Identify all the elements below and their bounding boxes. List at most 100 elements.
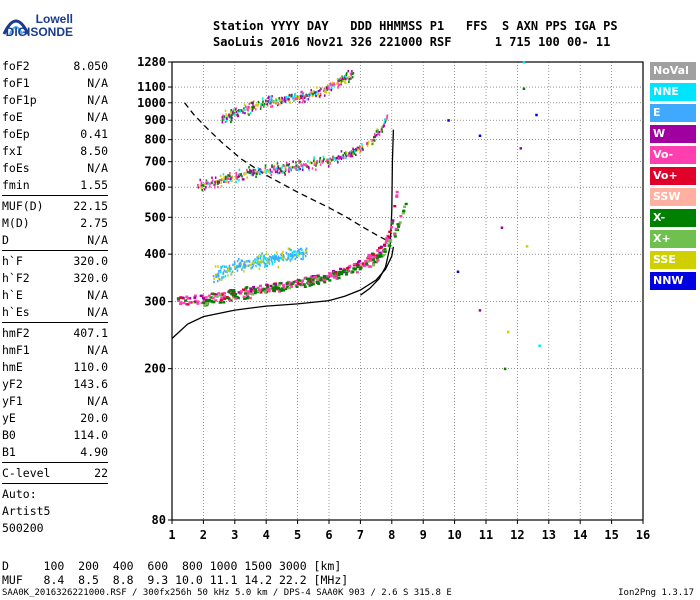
echo-mark xyxy=(386,239,390,242)
echo-mark xyxy=(330,87,333,90)
param-row: fxI 8.50 xyxy=(2,143,108,160)
echo-mark xyxy=(343,80,346,83)
echo-mark xyxy=(202,183,205,186)
echo-mark xyxy=(377,132,380,135)
y-tick-label: 500 xyxy=(144,210,166,224)
echo-mark xyxy=(310,89,313,92)
echo-mark xyxy=(281,256,284,259)
echo-mark xyxy=(301,101,304,104)
echo-mark xyxy=(193,299,197,303)
param-name: foF2 xyxy=(2,59,30,73)
echo-mark xyxy=(188,301,192,304)
echo-mark xyxy=(225,113,227,116)
echo-mark xyxy=(252,259,255,263)
echo-mark xyxy=(339,78,342,82)
echo-mark xyxy=(215,275,217,278)
echo-mark xyxy=(252,287,256,290)
legend-item: SSE xyxy=(650,251,696,269)
echo-mark xyxy=(298,101,301,104)
echo-mark xyxy=(319,276,323,280)
echo-mark xyxy=(306,98,309,101)
echo-mark xyxy=(259,256,262,260)
legend-item: X- xyxy=(650,209,696,227)
echo-mark xyxy=(315,94,317,98)
echo-mark xyxy=(293,95,296,98)
echo-mark xyxy=(271,170,273,174)
echo-mark xyxy=(393,233,397,236)
echo-mark xyxy=(235,110,238,114)
echo-mark xyxy=(273,259,276,263)
echo-mark xyxy=(274,100,276,104)
echo-mark xyxy=(235,180,237,184)
echo-mark xyxy=(272,257,275,260)
echo-mark xyxy=(235,113,238,117)
echo-mark xyxy=(291,166,294,169)
echo-mark xyxy=(272,99,275,103)
echo-mark xyxy=(209,182,211,185)
echo-mark xyxy=(311,278,315,281)
echo-mark xyxy=(232,108,235,111)
echo-mark xyxy=(331,158,333,162)
echo-mark xyxy=(229,299,233,302)
echo-mark xyxy=(299,279,303,282)
echo-mark xyxy=(324,86,327,89)
echo-mark xyxy=(303,96,306,99)
echo-mark xyxy=(244,263,247,267)
echo-mark xyxy=(351,270,355,274)
param-name: h`F xyxy=(2,254,23,268)
echo-mark xyxy=(222,301,226,304)
echo-mark xyxy=(334,270,338,274)
echo-mark xyxy=(382,125,384,128)
echo-mark xyxy=(266,100,268,103)
echo-mark xyxy=(248,102,251,105)
echo-mark xyxy=(309,280,313,284)
echo-mark xyxy=(282,289,286,292)
echo-mark xyxy=(271,100,273,103)
echo-mark xyxy=(346,267,350,270)
echo-mark xyxy=(375,260,379,264)
echo-mark xyxy=(298,159,300,162)
echo-mark xyxy=(230,267,232,270)
echo-mark xyxy=(344,273,348,276)
echo-mark xyxy=(238,109,240,112)
echo-mark xyxy=(248,264,251,267)
echo-mark xyxy=(287,247,290,250)
echo-mark xyxy=(327,85,329,88)
echo-mark xyxy=(214,293,218,296)
echo-mark xyxy=(233,295,237,298)
echo-mark xyxy=(289,253,292,256)
echo-mark xyxy=(358,259,362,263)
param-row: yF1 N/A xyxy=(2,393,108,410)
isolated-echo xyxy=(447,119,450,122)
echo-mark xyxy=(307,94,309,97)
echo-mark xyxy=(350,74,352,77)
echo-mark xyxy=(284,100,286,103)
echo-mark xyxy=(205,180,208,184)
param-name: MUF(D) xyxy=(2,199,44,213)
echo-mark xyxy=(314,161,317,165)
param-value: 1.55 xyxy=(80,178,108,192)
echo-mark xyxy=(204,299,208,303)
echo-mark xyxy=(337,271,341,275)
echo-mark xyxy=(261,171,264,174)
echo-mark xyxy=(292,99,295,102)
echo-mark xyxy=(351,76,354,79)
echo-mark xyxy=(265,171,267,174)
param-row: D N/A xyxy=(2,232,108,249)
param-value: N/A xyxy=(87,161,108,175)
echo-mark xyxy=(231,294,235,298)
param-value: 110.0 xyxy=(73,360,108,374)
param-row: foF1 N/A xyxy=(2,75,108,92)
echo-mark xyxy=(326,84,329,87)
echo-mark xyxy=(338,83,341,87)
echo-mark xyxy=(259,264,261,267)
echo-mark xyxy=(205,182,207,185)
echo-mark xyxy=(260,102,262,106)
echo-mark xyxy=(379,245,383,249)
echo-mark xyxy=(313,161,316,165)
echo-mark xyxy=(323,278,327,282)
echo-mark xyxy=(278,257,281,260)
echo-mark xyxy=(305,248,307,252)
param-group-3: h`F 320.0 h`F2 320.0 h`E N/A h`Es N/A xyxy=(2,253,108,321)
echo-mark xyxy=(402,209,406,213)
